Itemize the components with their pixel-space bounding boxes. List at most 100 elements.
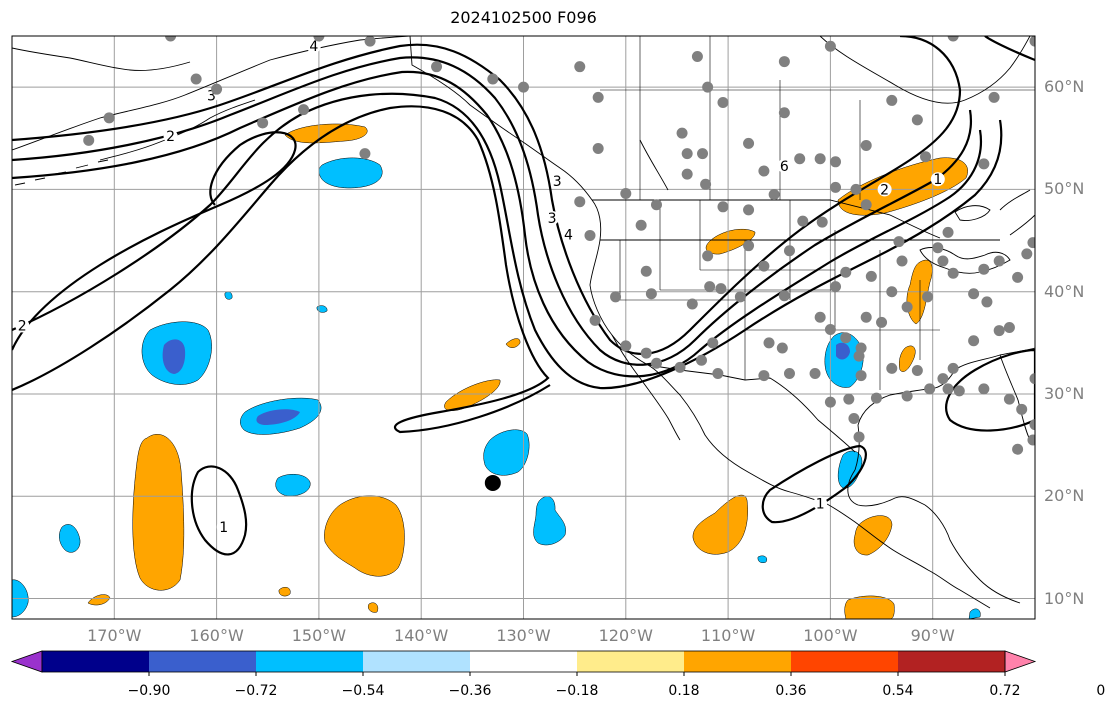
station-marker: [1016, 403, 1028, 415]
great-lakes: [954, 205, 991, 221]
station-marker: [758, 370, 770, 382]
station-marker: [886, 94, 898, 106]
contour-label: 2: [166, 129, 175, 145]
station-marker: [645, 288, 657, 300]
colorbar-tick-label: −0.54: [341, 683, 385, 699]
colorbar-extend-low: [10, 650, 43, 673]
longitude-label: 160°W: [189, 626, 244, 645]
station-marker: [359, 148, 371, 160]
station-marker: [640, 347, 652, 359]
contour-label: 3: [548, 211, 557, 227]
station-marker: [574, 196, 586, 208]
station-marker: [620, 340, 632, 352]
negative-anomaly-area: [757, 555, 767, 564]
station-marker: [947, 362, 959, 374]
station-marker: [830, 281, 842, 293]
contour-label-background: [930, 172, 945, 187]
station-marker: [830, 181, 842, 193]
latitude-label: 10°N: [1044, 588, 1085, 608]
negative-anomaly-area: [824, 332, 864, 388]
negative-anomaly-area: [316, 305, 328, 313]
station-marker: [1096, 184, 1105, 195]
station-marker: [932, 242, 944, 254]
positive-anomaly-area: [368, 602, 379, 613]
station-marker: [814, 153, 826, 165]
latitude-label: 20°N: [1044, 486, 1085, 506]
station-marker: [947, 267, 959, 279]
station-marker: [978, 158, 990, 170]
colorbar: [10, 650, 1037, 676]
contour-line: [984, 36, 1035, 62]
colorbar-segment: [149, 651, 257, 672]
station-marker: [947, 36, 959, 42]
longitude-label: 100°W: [803, 626, 858, 645]
negative-anomaly-area: [483, 429, 530, 476]
colorbar-tick-label: −0.90: [127, 683, 171, 699]
contour-label: 3: [207, 88, 216, 104]
negative-anomaly-area: [968, 608, 981, 619]
station-marker: [855, 370, 867, 382]
station-marker: [1012, 443, 1024, 455]
station-marker: [797, 215, 809, 227]
station-marker: [911, 364, 923, 376]
map-frame: [11, 35, 1036, 620]
contour-label-background: [15, 318, 30, 333]
station-marker: [574, 61, 586, 73]
station-marker: [518, 81, 529, 93]
station-marker: [431, 61, 443, 73]
station-marker: [1027, 237, 1035, 249]
longitude-label: 140°W: [394, 626, 449, 645]
negative-anomaly-area: [533, 496, 566, 546]
station-marker: [704, 281, 716, 293]
colorbar-tick-label: −0.36: [448, 683, 492, 699]
contour-label: 1: [933, 172, 942, 188]
positive-anomaly-area: [844, 595, 895, 619]
longitude-label: 110°W: [700, 626, 756, 645]
contour-line: [12, 105, 551, 434]
contour-label-background: [163, 129, 178, 144]
station-marker: [778, 290, 790, 302]
contour-lines: [12, 36, 1035, 556]
station-marker: [743, 137, 755, 149]
station-marker: [978, 263, 990, 275]
contour-label-background: [550, 174, 565, 189]
station-marker: [702, 250, 714, 262]
station-marker: [103, 112, 115, 124]
station-marker: [674, 361, 686, 373]
positive-anomaly-area: [278, 586, 291, 597]
colorbar-segment: [42, 651, 150, 672]
station-marker: [650, 357, 662, 369]
north-america-coastline: [409, 36, 991, 609]
colorbar-frame: [41, 650, 1006, 673]
east-canada-coast: [999, 189, 1035, 236]
longitude-label: 150°W: [291, 626, 347, 645]
negative-anomaly-area: [162, 339, 186, 374]
station-marker: [1070, 238, 1081, 249]
station-marker: [853, 350, 865, 362]
anomaly-shading: [12, 123, 981, 619]
station-marker: [783, 368, 795, 380]
contour-label-background: [216, 519, 231, 534]
station-marker: [190, 73, 202, 85]
station-marker: [1029, 373, 1035, 385]
contour-label-background: [777, 158, 792, 173]
station-marker: [83, 134, 95, 146]
contour-label: 1: [1046, 44, 1055, 60]
station-marker: [824, 40, 836, 52]
contour-label: 2: [18, 318, 27, 334]
mexico-yucatan-coast: [847, 469, 926, 507]
colorbar-tick-label: 0.72: [989, 683, 1021, 699]
station-marker: [981, 296, 993, 308]
colorbar-tick-label: −0.72: [234, 683, 278, 699]
station-marker: [968, 335, 980, 347]
station-marker: [487, 73, 499, 85]
station-marker: [592, 143, 604, 155]
station-marker: [620, 188, 632, 200]
station-marker: [758, 260, 770, 272]
station-marker: [860, 311, 872, 323]
station-marker: [1098, 260, 1105, 271]
contour-label: 4: [309, 39, 318, 55]
alaska-coast: [12, 36, 411, 151]
